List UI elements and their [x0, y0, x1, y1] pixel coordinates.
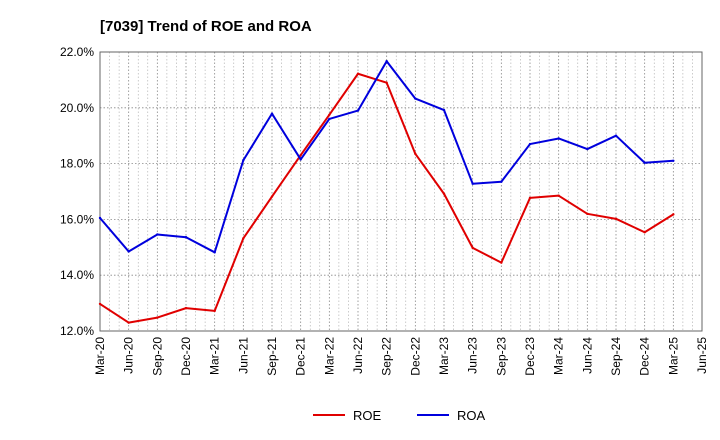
y-tick-label: 14.0%	[60, 268, 94, 282]
series-lines	[98, 60, 675, 324]
data-point-roe	[385, 81, 388, 84]
data-point-roe	[356, 72, 360, 75]
data-point-roa	[184, 236, 188, 239]
grid-lines	[99, 51, 703, 332]
x-tick-label: Sep-22	[380, 337, 394, 376]
data-point-roe	[500, 261, 503, 264]
x-axis-ticks: Mar-20 Jun-20 Sep-20 Dec-20 Mar-21 Jun-21 Sep-…	[93, 337, 709, 376]
data-point-roe	[98, 302, 102, 306]
x-tick-label: Mar-23	[437, 337, 451, 375]
data-point-roa	[614, 134, 618, 137]
data-point-roa	[98, 216, 102, 220]
y-tick-label: 12.0%	[60, 324, 94, 338]
data-point-roe	[184, 306, 188, 310]
y-tick-label: 22.0%	[60, 45, 94, 59]
x-tick-label: Mar-24	[552, 337, 566, 375]
data-point-roa	[586, 147, 589, 151]
x-tick-label: Dec-24	[638, 337, 652, 376]
x-tick-label: Mar-22	[322, 337, 336, 375]
data-point-roe	[672, 213, 675, 216]
data-point-roa	[471, 182, 474, 185]
x-tick-label: Jun-21	[236, 337, 250, 374]
data-point-roa	[414, 97, 417, 100]
data-point-roa	[385, 60, 388, 63]
chart-title: [7039] Trend of ROE and ROA	[100, 18, 312, 35]
x-tick-label: Jun-23	[466, 337, 480, 374]
x-tick-label: Mar-20	[93, 337, 107, 375]
legend-label-roe: ROE	[353, 408, 382, 423]
data-point-roa	[242, 159, 245, 162]
data-point-roa	[356, 109, 360, 112]
data-point-roa	[557, 137, 560, 140]
data-point-roe	[299, 154, 302, 157]
data-point-roe	[442, 192, 446, 195]
data-point-roa	[528, 142, 532, 146]
data-point-roe	[414, 152, 417, 156]
data-point-roa	[328, 117, 331, 121]
x-tick-label: Mar-21	[208, 337, 222, 375]
legend-label-roa: ROA	[457, 408, 486, 423]
x-tick-label: Jun-24	[580, 337, 594, 374]
x-tick-label: Sep-24	[609, 337, 623, 376]
x-tick-label: Jun-20	[122, 337, 136, 374]
data-point-roa	[270, 112, 274, 115]
data-point-roe	[328, 113, 331, 116]
data-point-roa	[643, 161, 646, 164]
data-point-roe	[471, 246, 474, 250]
x-tick-label: Sep-21	[265, 337, 279, 376]
x-tick-label: Mar-25	[666, 337, 680, 375]
data-point-roa	[213, 251, 216, 254]
y-tick-label: 20.0%	[60, 101, 94, 115]
data-point-roa	[299, 158, 302, 161]
data-point-roe	[586, 212, 589, 216]
x-tick-label: Sep-23	[494, 337, 508, 376]
x-tick-label: Dec-23	[523, 337, 537, 376]
data-point-roe	[242, 237, 245, 240]
data-point-roa	[500, 180, 503, 183]
data-point-roe	[643, 231, 646, 234]
plot-area-frame	[99, 51, 703, 332]
x-tick-label: Sep-20	[150, 337, 164, 376]
legend: ROE ROA	[313, 408, 486, 423]
series-line-roe	[99, 72, 674, 324]
y-tick-label: 18.0%	[60, 157, 94, 171]
x-tick-label: Jun-22	[351, 337, 365, 374]
data-point-roe	[557, 194, 560, 197]
data-point-roa	[156, 233, 159, 236]
data-point-roe	[127, 321, 130, 324]
x-tick-label: Dec-22	[408, 337, 422, 376]
data-point-roe	[614, 217, 618, 221]
y-axis-ticks: 12.0% 14.0% 16.0% 18.0% 20.0% 22.0%	[60, 45, 94, 338]
x-tick-label: Dec-21	[294, 337, 308, 376]
data-point-roa	[442, 108, 446, 112]
data-point-roe	[213, 309, 216, 313]
data-point-roe	[528, 196, 532, 200]
y-tick-label: 16.0%	[60, 212, 94, 226]
data-point-roa	[127, 250, 130, 253]
x-tick-label: Jun-25	[695, 337, 709, 374]
x-tick-label: Dec-20	[179, 337, 193, 376]
data-point-roe	[156, 316, 159, 319]
data-point-roa	[672, 159, 675, 163]
data-point-roe	[270, 195, 274, 198]
